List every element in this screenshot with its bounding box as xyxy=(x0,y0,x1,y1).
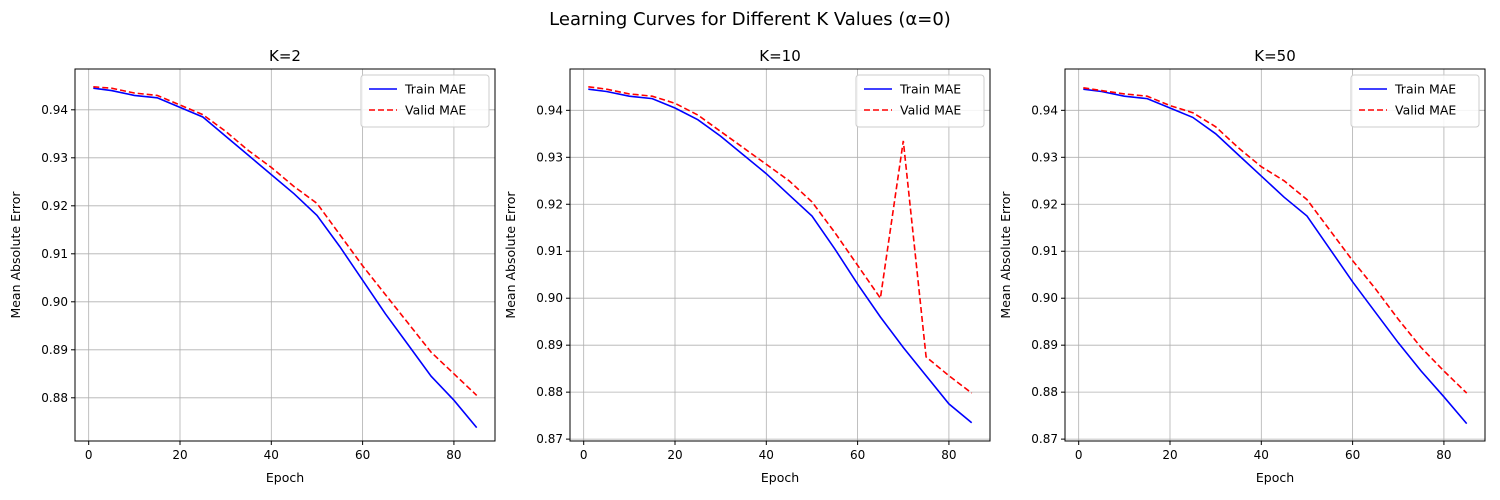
axes-frame xyxy=(569,68,991,442)
y-tick-label: 0.93 xyxy=(1031,150,1058,164)
x-axis-label: Epoch xyxy=(266,470,304,485)
subplot-title: K=50 xyxy=(1254,47,1296,65)
subplot-title: K=2 xyxy=(269,47,301,65)
y-tick-label: 0.93 xyxy=(536,150,563,164)
legend-box xyxy=(855,74,985,128)
y-tick-label: 0.87 xyxy=(536,432,563,446)
x-axis-label: Epoch xyxy=(1256,470,1294,485)
figure-title: Learning Curves for Different K Values (… xyxy=(549,9,951,30)
legend: Train MAE Valid MAE xyxy=(360,74,490,128)
x-tick-label: 60 xyxy=(1345,448,1360,462)
x-axis-label: Epoch xyxy=(761,470,799,485)
y-tick-label: 0.89 xyxy=(1031,338,1058,352)
series-line-valid-mae xyxy=(93,86,478,396)
legend: Train MAE Valid MAE xyxy=(1350,74,1480,128)
legend: Train MAE Valid MAE xyxy=(855,74,985,128)
x-tick-label: 60 xyxy=(355,448,370,462)
axes-frame xyxy=(74,68,496,442)
x-tick-label: 40 xyxy=(759,448,774,462)
y-tick-label: 0.87 xyxy=(1031,432,1058,446)
x-tick-label: 0 xyxy=(1075,448,1083,462)
series-line-valid-mae xyxy=(588,86,973,394)
legend-entry-label: Train MAE xyxy=(1394,82,1456,97)
y-tick-label: 0.94 xyxy=(1031,103,1058,117)
series-line-valid-mae xyxy=(1083,87,1468,394)
series-line-train-mae xyxy=(93,87,478,429)
series-line-train-mae xyxy=(588,88,973,424)
y-tick-label: 0.90 xyxy=(41,295,68,309)
y-tick-label: 0.94 xyxy=(536,103,563,117)
x-tick-label: 20 xyxy=(172,448,187,462)
x-tick-label: 20 xyxy=(667,448,682,462)
y-tick-label: 0.91 xyxy=(1031,244,1058,258)
y-axis-label: Mean Absolute Error xyxy=(8,191,23,319)
y-tick-label: 0.90 xyxy=(536,291,563,305)
y-tick-label: 0.88 xyxy=(536,385,563,399)
y-tick-label: 0.88 xyxy=(41,391,68,405)
legend-entry-label: Valid MAE xyxy=(1395,103,1456,118)
y-axis-label: Mean Absolute Error xyxy=(998,191,1013,319)
x-tick-label: 80 xyxy=(1436,448,1451,462)
legend-entry-label: Train MAE xyxy=(404,82,466,97)
legend-box xyxy=(360,74,490,128)
y-tick-label: 0.89 xyxy=(536,338,563,352)
chart-panel-1: 0 20 40 60 80 0.88 0.89 0.90 0.91 0.92 0.93 0.94 K=2… xyxy=(8,47,496,485)
legend-entry-label: Train MAE xyxy=(899,82,961,97)
y-tick-label: 0.91 xyxy=(536,244,563,258)
x-tick-label: 0 xyxy=(580,448,588,462)
x-tick-label: 20 xyxy=(1162,448,1177,462)
y-tick-label: 0.93 xyxy=(41,151,68,165)
x-tick-label: 40 xyxy=(264,448,279,462)
y-tick-label: 0.92 xyxy=(536,197,563,211)
x-tick-label: 80 xyxy=(446,448,461,462)
chart-panels: 0 20 40 60 80 0.88 0.89 0.90 0.91 0.92 0.93 0.94 K=2… xyxy=(8,47,1486,485)
legend-box xyxy=(1350,74,1480,128)
x-tick-label: 0 xyxy=(85,448,93,462)
y-tick-label: 0.94 xyxy=(41,103,68,117)
x-tick-label: 40 xyxy=(1254,448,1269,462)
legend-entry-label: Valid MAE xyxy=(405,103,466,118)
axes-frame xyxy=(1064,68,1486,442)
series-line-train-mae xyxy=(1083,88,1468,425)
x-tick-label: 60 xyxy=(850,448,865,462)
y-tick-label: 0.88 xyxy=(1031,385,1058,399)
y-tick-label: 0.92 xyxy=(1031,197,1058,211)
subplot-title: K=10 xyxy=(759,47,801,65)
y-tick-label: 0.92 xyxy=(41,199,68,213)
legend-entry-label: Valid MAE xyxy=(900,103,961,118)
y-tick-label: 0.91 xyxy=(41,247,68,261)
chart-panel-2: 0 20 40 60 80 0.87 0.88 0.89 0.90 0.91 0.92 0.93 0.9… xyxy=(503,47,991,485)
y-axis-label: Mean Absolute Error xyxy=(503,191,518,319)
y-tick-label: 0.90 xyxy=(1031,291,1058,305)
chart-panel-3: 0 20 40 60 80 0.87 0.88 0.89 0.90 0.91 0.92 0.93 0.9… xyxy=(998,47,1486,485)
y-tick-label: 0.89 xyxy=(41,343,68,357)
x-tick-label: 80 xyxy=(941,448,956,462)
